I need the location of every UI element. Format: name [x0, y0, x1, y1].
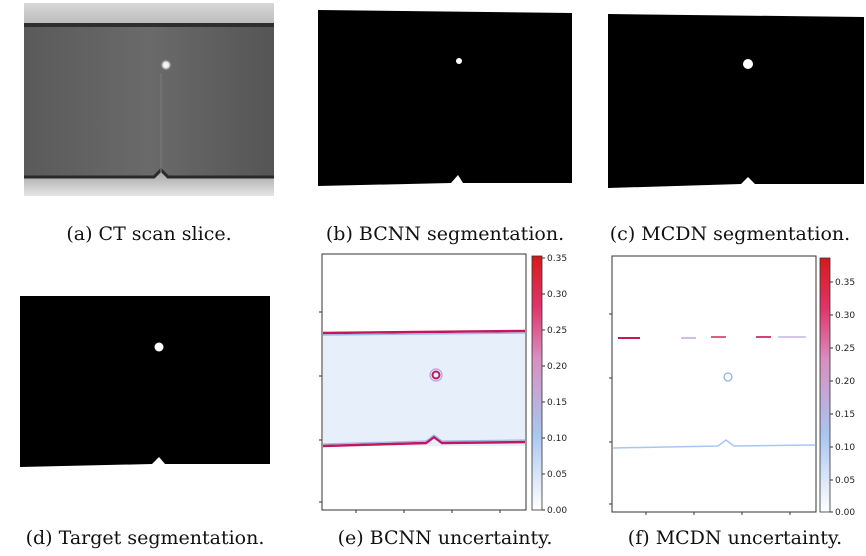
mcdn-uncertainty-plot: 0.00 0.05 0.10 0.15 0.20 0.25 0.30 0.35 [609, 255, 855, 518]
colorbar-tick: 0.30 [835, 311, 855, 321]
colorbar-tick: 0.35 [547, 254, 567, 264]
caption-c: (c) MCDN segmentation. [609, 223, 851, 245]
caption-d: (d) Target segmentation. [25, 527, 265, 549]
colorbar-tick: 0.25 [547, 326, 567, 336]
colorbar-tick: 0.10 [835, 443, 855, 453]
colorbar-tick: 0.15 [547, 398, 567, 408]
colorbar-tick: 0.20 [547, 362, 567, 372]
colorbar-tick: 0.05 [547, 470, 567, 480]
caption-f: (f) MCDN uncertainty. [627, 527, 843, 549]
target-segmentation-image [20, 296, 270, 467]
colorbar-tick: 0.15 [835, 410, 855, 420]
colorbar-tick: 0.00 [835, 508, 855, 518]
colorbar-tick: 0.05 [835, 476, 855, 486]
caption-e: (e) BCNN uncertainty. [337, 527, 553, 549]
colorbar-tick: 0.25 [835, 344, 855, 354]
bcnn-uncertainty-plot: 0.00 0.05 0.10 0.15 0.20 0.25 0.30 0.35 [319, 253, 567, 516]
colorbar-tick: 0.00 [547, 506, 567, 516]
caption-a: (a) CT scan slice. [66, 223, 232, 245]
colorbar-tick: 0.20 [835, 377, 855, 387]
colorbar-tick: 0.10 [547, 434, 567, 444]
colorbar-tick: 0.35 [835, 278, 855, 288]
colorbar-tick: 0.30 [547, 290, 567, 300]
mcdn-segmentation-image [608, 14, 864, 188]
bcnn-segmentation-image [318, 10, 572, 186]
caption-b: (b) BCNN segmentation. [325, 223, 565, 245]
ct-scan-image [24, 3, 274, 196]
